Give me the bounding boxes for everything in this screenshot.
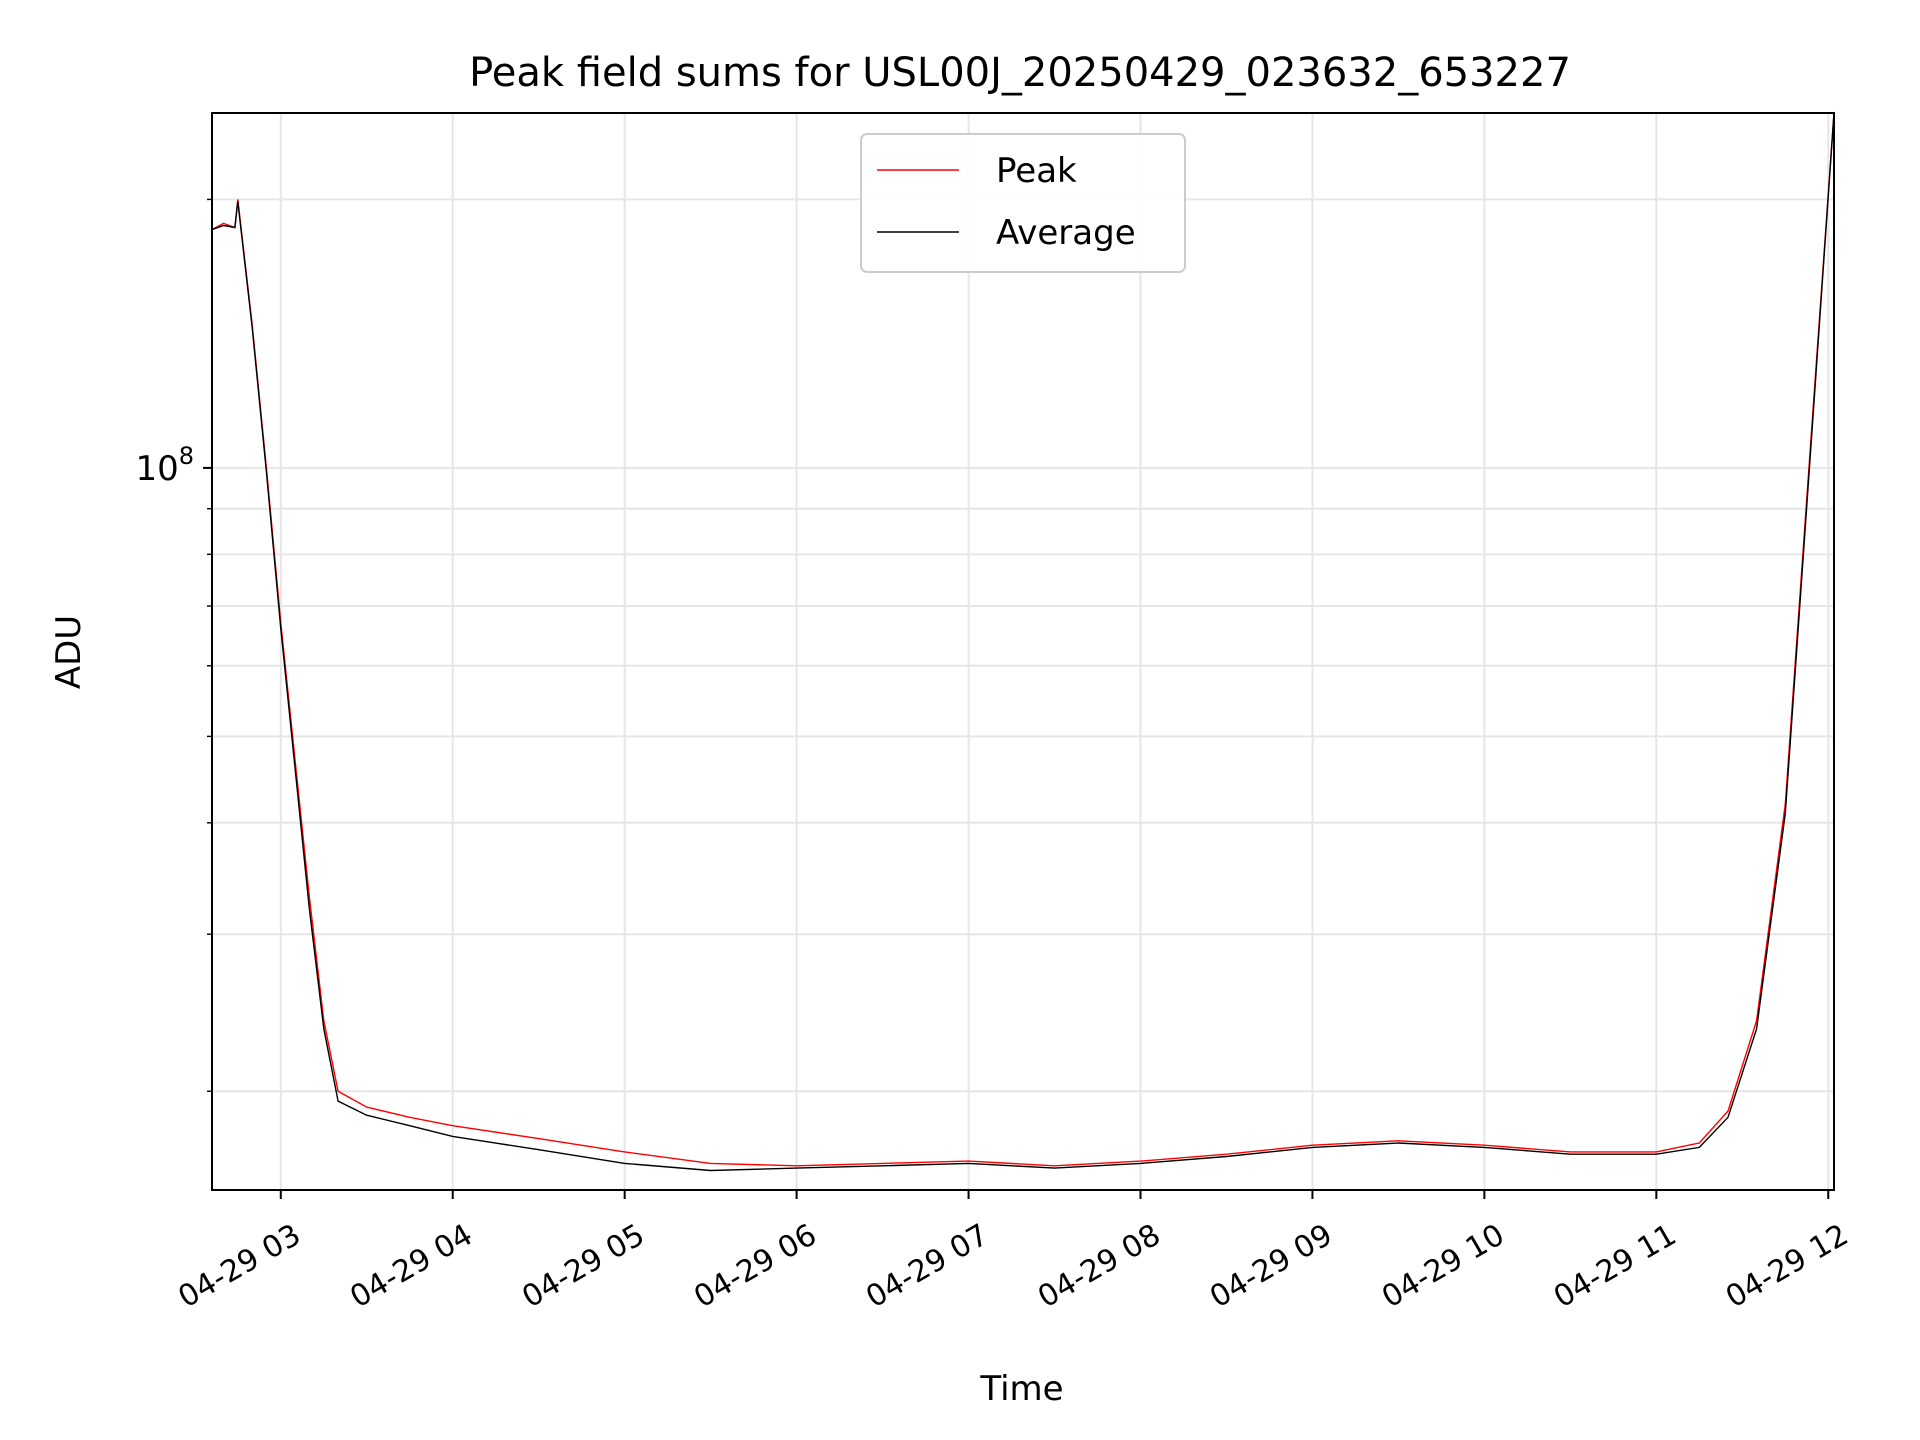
legend-average-label: Average — [996, 213, 1136, 253]
chart-title: Peak field sums for USL00J_20250429_0236… — [469, 50, 1571, 96]
plot-area — [211, 112, 1835, 1172]
legend-box — [860, 133, 1186, 273]
legend: Peak Average — [860, 133, 1186, 273]
x-axis-label: Time — [979, 1369, 1063, 1409]
legend-peak-label: Peak — [996, 151, 1077, 191]
axes-frame — [211, 112, 1835, 1191]
y-axis-label: ADU — [49, 615, 89, 689]
grid — [212, 113, 1834, 1190]
y-tick-label: 108 — [135, 442, 194, 489]
series-average-line — [211, 112, 1835, 1172]
